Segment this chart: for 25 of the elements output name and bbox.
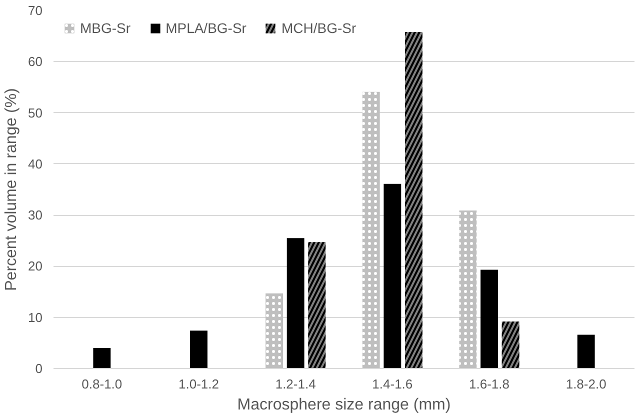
y-tick-label: 60 bbox=[28, 54, 43, 70]
bar bbox=[480, 270, 498, 368]
x-tick-label: 1.8-2.0 bbox=[566, 376, 606, 392]
x-tick-label: 1.0-1.2 bbox=[178, 376, 219, 392]
x-tick-label: 1.6-1.8 bbox=[469, 376, 510, 392]
x-tick-label: 1.4-1.6 bbox=[372, 376, 413, 392]
bar bbox=[577, 334, 595, 368]
y-tick-label: 50 bbox=[28, 105, 43, 120]
bar bbox=[190, 330, 208, 368]
bar bbox=[286, 238, 304, 368]
legend-label: MCH/BG-Sr bbox=[281, 20, 356, 36]
legend-label: MBG-Sr bbox=[80, 20, 131, 36]
x-axis-title: Macrosphere size range (mm) bbox=[237, 396, 451, 414]
legend-label: MPLA/BG-Sr bbox=[166, 20, 246, 36]
y-tick-label: 30 bbox=[28, 208, 43, 223]
y-tick-label: 70 bbox=[28, 3, 43, 18]
y-tick-label: 0 bbox=[35, 361, 43, 376]
y-axis-title: Percent volume in range (%) bbox=[3, 88, 20, 291]
y-tick-label: 20 bbox=[28, 258, 43, 274]
bar bbox=[384, 184, 402, 368]
x-tick-label: 1.2-1.4 bbox=[275, 376, 316, 392]
y-tick-label: 40 bbox=[28, 156, 43, 172]
y-tick-label: 10 bbox=[28, 310, 43, 325]
x-tick-label: 0.8-1.0 bbox=[82, 376, 122, 392]
bar bbox=[93, 348, 111, 368]
